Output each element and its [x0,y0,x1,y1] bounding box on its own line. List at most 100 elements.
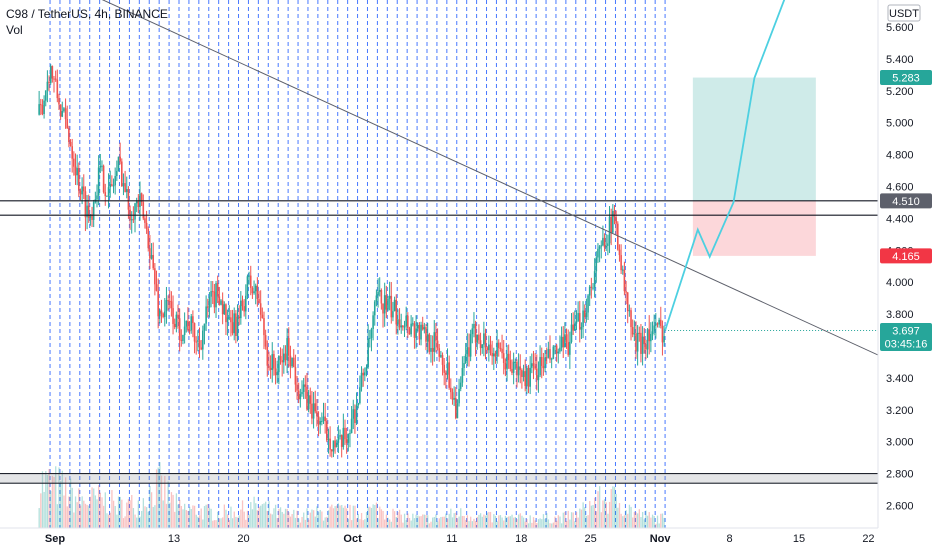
time-axis[interactable]: Sep 13 20 Oct 11 18 25 Nov 8 15 22 [0,527,932,550]
candle-body [240,300,242,319]
volume-bar [410,520,412,528]
volume-bar [640,517,642,528]
candle-body [636,332,639,352]
candle-body [311,403,313,419]
volume-bar [646,515,649,528]
candle-body [299,394,302,400]
candle-body [359,387,361,404]
candle-body [309,395,312,404]
candle-body [623,269,626,292]
candle-body [512,361,515,373]
volume-bar [450,508,452,528]
candle-body [111,184,113,186]
volume-bar [215,520,217,528]
candle-body [221,300,224,315]
volume-bar [499,515,502,528]
candle-body [643,336,646,345]
candle-body [172,308,174,324]
candle-body [228,317,231,319]
volume-bar [453,513,455,528]
candle-body [628,310,631,312]
candle-body [210,291,212,297]
candle-body [231,322,234,334]
volume-bar [51,475,54,528]
candle-body [402,325,404,328]
candle-body [479,340,482,349]
volume-bar [43,491,45,528]
candle-body [167,300,169,302]
candle-body [588,286,591,296]
horizontal-levels[interactable] [0,200,878,484]
candle-body [218,296,221,305]
candle-body [395,299,398,325]
candle-body [364,372,366,376]
volume-bar [390,521,392,528]
candle-body [319,421,321,425]
candle-body [425,327,427,342]
volume-bar [299,522,302,528]
candle-body [615,217,617,224]
candle-body [524,371,527,386]
candle-body [400,325,403,328]
volume-bar [349,504,351,528]
volume-bar [413,518,416,528]
volume-bar [531,522,533,528]
symbol-title[interactable]: C98 / TetherUS, 4h, BINANCE [6,7,168,21]
volume-bar [236,517,239,528]
volume-bar [617,507,619,528]
candle-body [473,323,475,329]
volume-bar [415,514,417,528]
trendline[interactable] [40,0,929,379]
candle-body [197,340,199,342]
candle-body [173,323,176,328]
volume-bar [96,499,98,528]
candle-body [448,362,450,388]
volume-bar [389,519,391,528]
candle-body [301,391,303,395]
volume-bar [175,493,178,528]
candle-body [603,237,606,248]
candle-body [58,98,60,105]
position-tool[interactable] [692,77,816,256]
candle-body [258,299,260,304]
candle-body [317,416,320,425]
price-tick-label: 2.600 [886,501,914,513]
price-tick-label: 4.000 [886,277,914,289]
candle-body [230,317,232,323]
volume-bar [559,516,561,528]
candle-body [324,416,326,422]
volume-bar [293,509,295,528]
current-price-badge-bg [880,323,932,352]
candle-body [570,324,573,342]
volume-bar [296,510,298,528]
volume-bar [574,521,576,528]
candle-body [453,397,455,400]
projection-path[interactable] [664,0,789,331]
volume-bar [610,489,612,528]
volume-indicator-label[interactable]: Vol [6,23,23,37]
candle-body [458,388,460,404]
candle-body [99,165,102,168]
volume-bar [160,475,163,528]
candle-body [531,363,533,368]
volume-bar [392,508,394,528]
candle-body [420,324,422,340]
volume-bar [41,471,44,528]
volume-bar [106,513,108,528]
candle-body [216,283,219,297]
candle-body [435,332,437,341]
volume-bar [582,502,584,528]
candle-body [585,312,588,318]
volume-bar [131,494,133,528]
volume-bar [370,507,373,528]
volume-bar [266,510,268,528]
volume-bar [346,508,348,528]
price-axis[interactable]: USDT 5.600 5.400 5.200 5.000 4.800 4.600 4.400 4… [877,0,932,550]
volume-bar [185,510,187,528]
candle-body [595,257,598,272]
candle-body [502,353,505,363]
candle-body [587,295,589,313]
volume-bar [159,462,161,528]
volume-bar [238,515,240,528]
